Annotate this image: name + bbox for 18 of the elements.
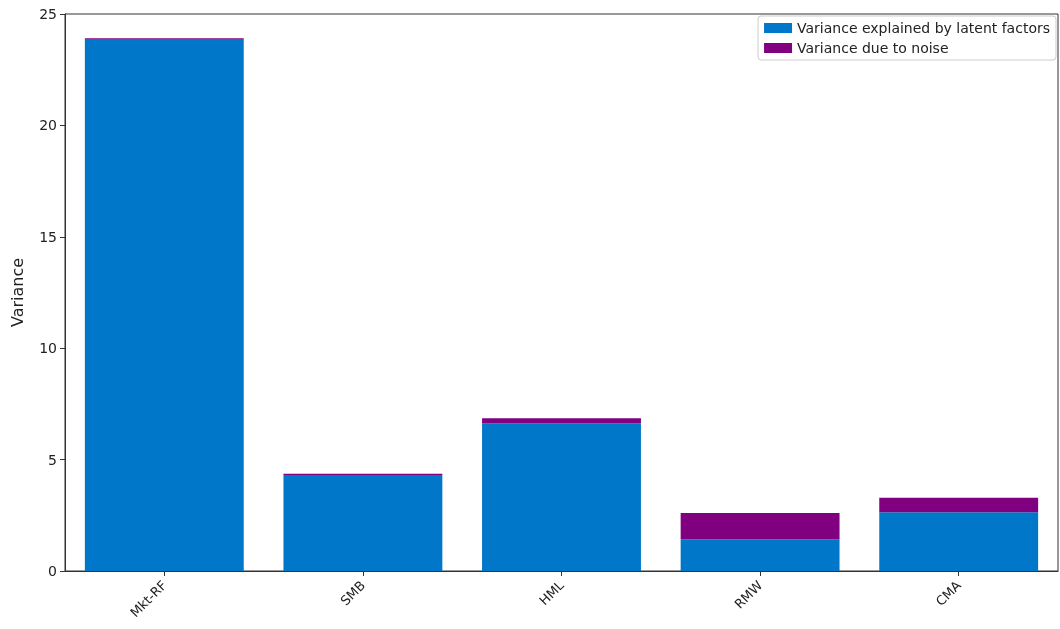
x-tick-label: HML — [536, 577, 568, 609]
y-tick-label: 20 — [39, 117, 57, 134]
y-tick-label: 10 — [39, 340, 57, 357]
bar — [680, 539, 840, 571]
y-tick-label: 5 — [48, 451, 57, 468]
y-tick-label: 25 — [39, 6, 57, 22]
bar — [84, 38, 244, 571]
y-tick-label: 0 — [48, 563, 57, 579]
bar — [879, 497, 1039, 513]
bar — [283, 474, 443, 571]
y-axis-title: Variance — [7, 257, 27, 328]
y-tick-label: 15 — [39, 228, 57, 245]
legend-label: Variance due to noise — [797, 40, 949, 56]
bar — [482, 423, 641, 571]
legend-label: Variance explained by latent factors — [797, 20, 1050, 36]
bar — [879, 512, 1039, 571]
bar — [680, 513, 840, 540]
bar — [482, 418, 641, 424]
